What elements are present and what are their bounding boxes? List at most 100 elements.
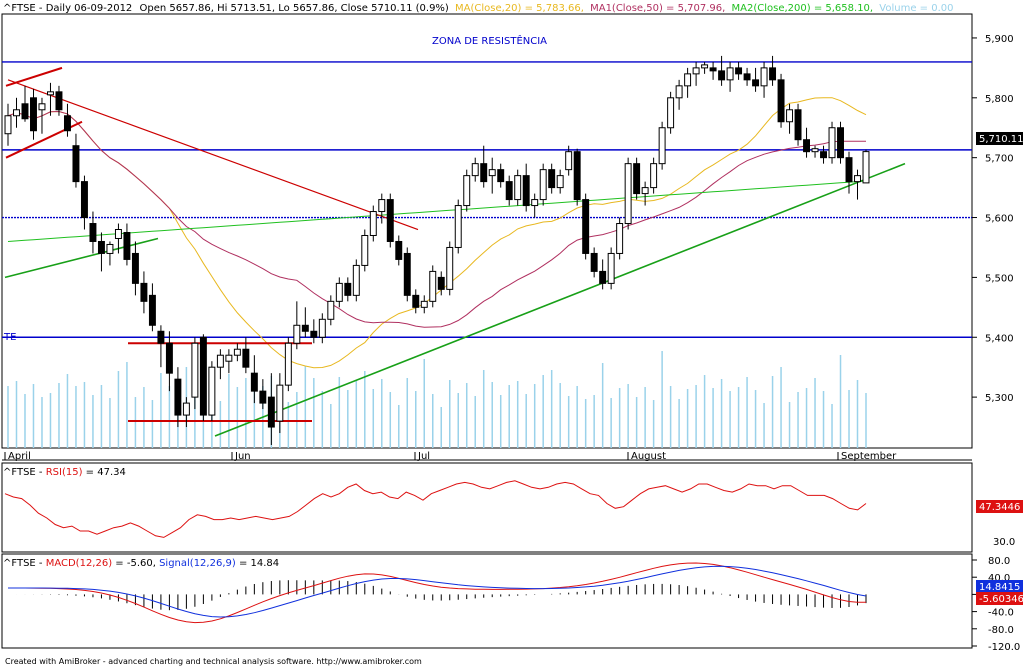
candle	[548, 169, 556, 189]
candle	[123, 231, 131, 260]
macd-frame	[1, 553, 973, 649]
candle	[786, 109, 794, 123]
candle	[259, 390, 267, 404]
signal-name: Signal(12,26,9)	[159, 558, 236, 569]
candle	[616, 223, 624, 254]
candle	[208, 366, 216, 416]
candle	[386, 199, 394, 242]
candle	[803, 139, 811, 153]
price-frame	[1, 13, 973, 449]
candle	[573, 151, 581, 201]
candle	[182, 402, 190, 416]
price-tick-label: 5,300	[985, 393, 1014, 404]
macd-line	[8, 562, 867, 624]
candle	[675, 85, 683, 99]
panel-frames	[1, 13, 973, 649]
rsi-line	[4, 480, 867, 538]
last-price-badge: 5,710.11	[976, 132, 1024, 145]
header-ohlc: Open 5657.86, Hi 5713.51, Lo 5657.86, Cl…	[139, 3, 448, 14]
macd-tick-label: 80.0	[988, 556, 1010, 567]
candle	[318, 318, 326, 338]
candle	[777, 79, 785, 123]
candle	[590, 252, 598, 272]
candle	[811, 148, 819, 153]
candle	[862, 151, 870, 184]
candle	[539, 169, 547, 201]
candle	[47, 91, 54, 96]
candle	[701, 64, 709, 69]
candle	[497, 169, 505, 183]
time-tick-label: August	[631, 451, 666, 462]
candle	[4, 115, 12, 135]
candle	[692, 67, 700, 75]
candle	[760, 67, 768, 87]
macd-tick-label: 40.0	[988, 573, 1010, 584]
candle	[199, 336, 207, 416]
candle	[828, 127, 836, 159]
candle	[845, 157, 853, 183]
candle	[726, 67, 734, 81]
candle	[471, 163, 479, 177]
rsi-panel[interactable]	[4, 480, 867, 538]
candle	[488, 169, 496, 177]
rsi-badge: 47.3446	[976, 500, 1023, 513]
chart-header: ^FTSE - Daily 06-09-2012 Open 5657.86, H…	[3, 3, 954, 14]
time-tick-label: April	[8, 451, 31, 462]
candle	[225, 354, 233, 362]
candle	[327, 300, 335, 320]
candle	[89, 223, 97, 242]
candle	[13, 109, 20, 117]
price-tick-label: 5,700	[985, 154, 1014, 165]
macd-panel[interactable]	[8, 562, 867, 624]
candle	[216, 354, 224, 368]
header-ma50: MA1(Close,50) = 5,707.96,	[590, 3, 725, 14]
macd-tick-label: -80.0	[988, 625, 1014, 636]
candle	[191, 342, 199, 398]
uptrend-line	[214, 162, 906, 437]
price-axis: 5,300 5,400 5,500 5,600 5,700 5,800 5,900	[972, 34, 1014, 404]
resistance-zone-label: ZONA DE RESISTÊNCIA	[432, 34, 547, 47]
macd-badge-text: -5.60346	[979, 594, 1024, 605]
candle	[30, 97, 37, 132]
red-short-line-2	[5, 66, 63, 87]
candle	[556, 175, 564, 189]
candle	[157, 330, 165, 344]
time-tick-label: Jun	[234, 451, 251, 462]
candle	[403, 252, 411, 296]
candle	[709, 67, 717, 72]
candle	[837, 127, 844, 159]
rsi-badge-text: 47.3446	[979, 502, 1020, 513]
ma50-line	[7, 110, 866, 328]
header-ma20: MA(Close,20) = 5,783.66,	[455, 3, 584, 14]
candle	[174, 378, 182, 416]
candle	[752, 79, 760, 87]
candle	[55, 91, 63, 111]
candle	[505, 181, 513, 201]
candle	[624, 163, 632, 225]
candle	[667, 97, 675, 129]
candle	[412, 294, 420, 308]
rsi-frame	[1, 462, 973, 553]
candle	[63, 115, 71, 132]
macd-tick-label: -120.0	[988, 642, 1020, 653]
candle	[446, 246, 454, 290]
macd-header: ^FTSE - MACD(12,26) = -5.60, Signal(12,2…	[3, 558, 279, 569]
rsi-value: = 47.34	[82, 467, 125, 478]
candle	[293, 324, 301, 344]
candle	[820, 151, 827, 159]
rsi-tick-30: 30.0	[993, 537, 1015, 548]
candle	[250, 372, 258, 392]
candle	[335, 282, 343, 302]
candle	[310, 330, 318, 338]
candle	[148, 294, 156, 326]
candle	[369, 211, 377, 236]
candle	[641, 187, 649, 195]
price-panel[interactable]	[2, 55, 972, 448]
macd-tick-label: -40.0	[988, 608, 1014, 619]
candle	[650, 163, 658, 189]
candle	[514, 175, 522, 201]
candle	[480, 163, 488, 183]
candle	[106, 243, 114, 254]
candle	[599, 270, 607, 284]
